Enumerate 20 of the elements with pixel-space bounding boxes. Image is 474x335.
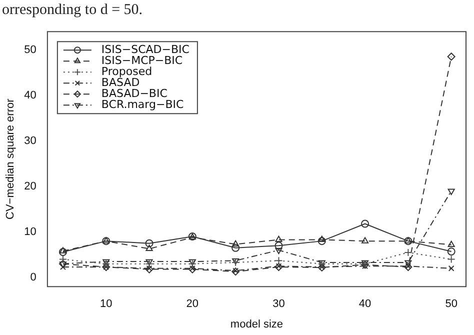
legend-label: ISIS−SCAD−BIC bbox=[101, 42, 190, 56]
y-tick-label: 10 bbox=[24, 226, 36, 238]
x-tick-label: 30 bbox=[272, 298, 285, 310]
x-tick-label: 50 bbox=[445, 298, 458, 310]
x-tick-label: 10 bbox=[100, 298, 112, 310]
y-tick-label: 30 bbox=[24, 134, 36, 147]
x-tick-label: 40 bbox=[358, 298, 372, 310]
text: orresponding to d = 50. bbox=[2, 2, 143, 19]
y-tick-label: 40 bbox=[24, 89, 36, 102]
y-tick-label: 0 bbox=[30, 272, 36, 284]
legend-label: BCR.marg−BIC bbox=[101, 98, 184, 111]
x-axis-title: model size bbox=[230, 318, 284, 330]
y-tick-label: 20 bbox=[24, 180, 36, 192]
legend-label: ISIS−MCP−BIC bbox=[101, 54, 183, 67]
legend-label: BASAD−BIC bbox=[101, 86, 168, 100]
y-axis-title: CV−median square error bbox=[4, 98, 17, 220]
y-tick-label: 50 bbox=[24, 44, 36, 56]
legend-label: BASAD bbox=[101, 76, 140, 89]
legend-label: Proposed bbox=[101, 64, 152, 78]
x-tick-label: 20 bbox=[186, 298, 199, 310]
